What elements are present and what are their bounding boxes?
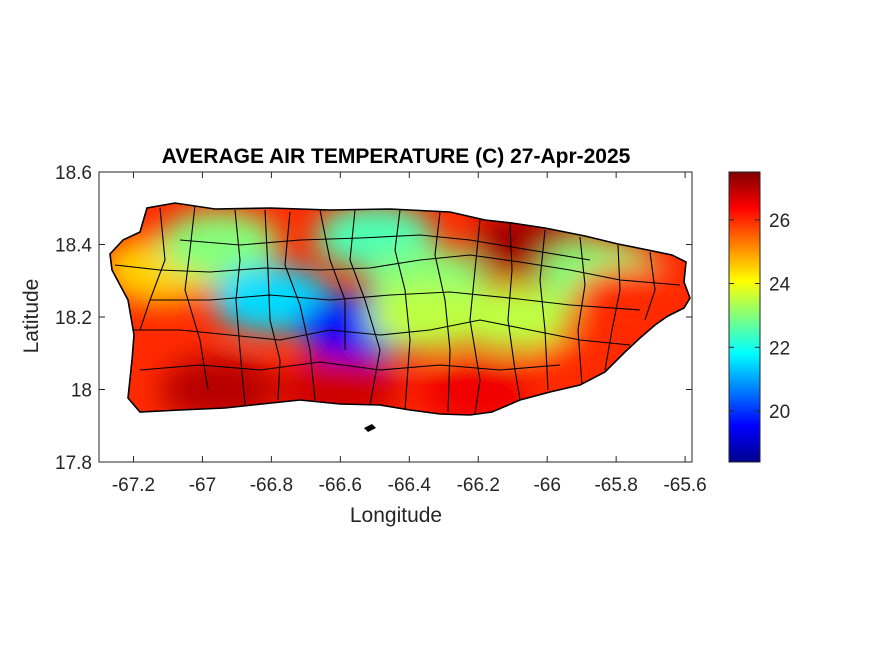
colorbar-tick-label: 22 bbox=[769, 338, 790, 359]
municipality-boundaries bbox=[114, 204, 681, 415]
colorbar-tick-label: 26 bbox=[769, 211, 790, 232]
colorbar-tick-label: 24 bbox=[769, 275, 791, 296]
colorbar-tick-label: 20 bbox=[769, 402, 790, 423]
x-tick-label: -66.8 bbox=[250, 475, 293, 496]
x-axis-label: Longitude bbox=[350, 504, 442, 527]
colorbar bbox=[728, 171, 761, 463]
temperature-region bbox=[452, 283, 573, 351]
x-tick-label: -66 bbox=[533, 475, 560, 496]
x-tick-label: -66.6 bbox=[319, 475, 362, 496]
x-axis: -67.2 -67 -66.8 -66.6 -66.4 -66.2 -66 -65.8 -65.… bbox=[112, 172, 707, 496]
temperature-region bbox=[211, 264, 332, 333]
y-tick-label: 18 bbox=[71, 381, 92, 402]
x-tick-label: -66.4 bbox=[388, 475, 432, 496]
temperature-region bbox=[366, 283, 487, 351]
y-tick-label: 18.2 bbox=[55, 308, 92, 329]
x-tick-label: -66.2 bbox=[457, 475, 500, 496]
y-axis-label: Latitude bbox=[20, 279, 43, 354]
y-tick-label: 17.8 bbox=[55, 453, 92, 474]
colorbar-ticks: 20 22 24 26 bbox=[729, 211, 791, 423]
island-outline bbox=[109, 202, 691, 416]
x-tick-label: -65.6 bbox=[663, 475, 706, 496]
x-tick-label: -67.2 bbox=[112, 475, 155, 496]
temperature-region bbox=[159, 210, 280, 279]
x-tick-label: -67 bbox=[189, 475, 216, 496]
y-tick-label: 18.4 bbox=[55, 236, 92, 257]
x-tick-label: -65.8 bbox=[594, 475, 637, 496]
y-tick-label: 18.6 bbox=[55, 163, 92, 184]
temperature-region bbox=[573, 264, 690, 333]
y-axis: 17.8 18 18.2 18.4 18.6 bbox=[55, 163, 692, 474]
small-island bbox=[364, 424, 376, 432]
chart-title: AVERAGE AIR TEMPERATURE (C) 27-Apr-2025 bbox=[162, 145, 631, 168]
